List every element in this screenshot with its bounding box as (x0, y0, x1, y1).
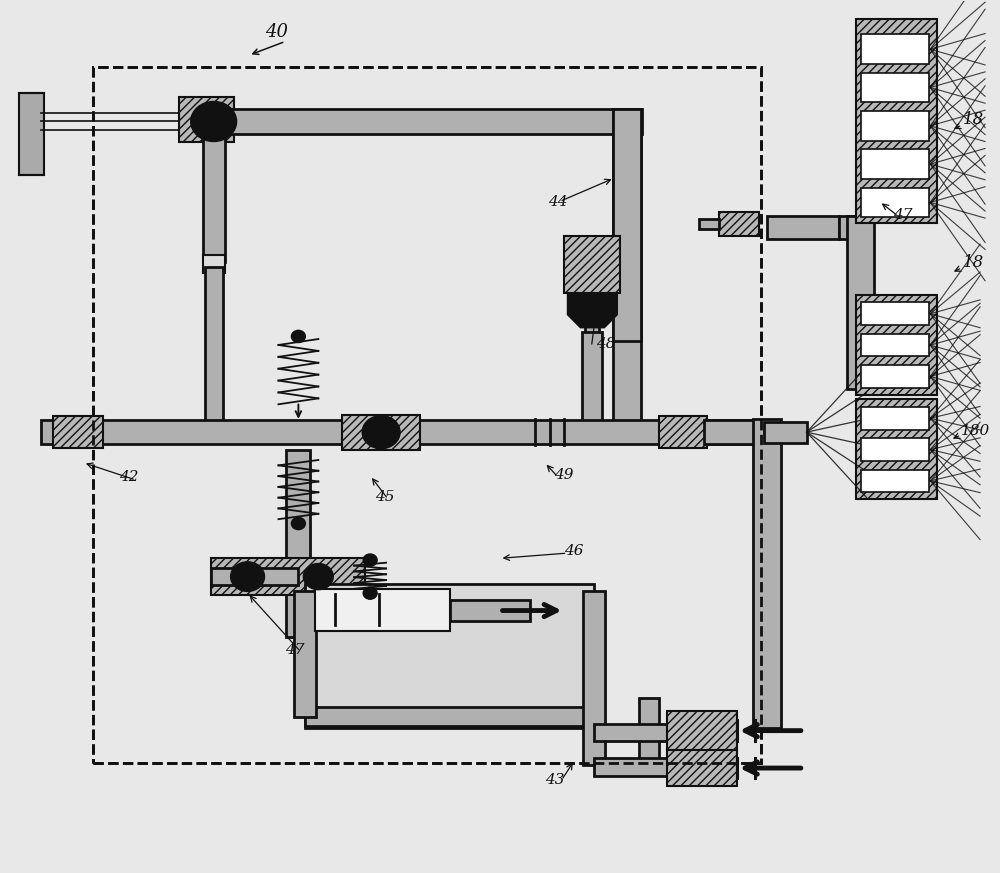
Bar (719, 212, 759, 237)
Circle shape (231, 562, 265, 591)
Bar (286, 450, 310, 563)
Bar (667, 750, 737, 787)
Bar (861, 333, 929, 356)
Bar (41, 420, 764, 444)
Bar (564, 237, 620, 293)
Text: 49: 49 (555, 468, 574, 482)
Bar (286, 559, 310, 636)
Text: 180: 180 (961, 424, 990, 438)
Bar (767, 217, 839, 239)
Bar (753, 419, 781, 728)
Text: 18: 18 (963, 111, 984, 127)
Bar (860, 329, 888, 352)
Bar (856, 19, 937, 223)
Bar (861, 34, 929, 64)
Bar (342, 415, 420, 450)
Circle shape (363, 587, 377, 599)
Bar (205, 267, 223, 432)
Bar (861, 111, 929, 141)
Bar (861, 407, 929, 430)
Bar (93, 66, 761, 763)
Bar (19, 93, 44, 175)
Bar (667, 711, 737, 750)
Text: 40: 40 (266, 23, 289, 40)
Bar (179, 97, 234, 142)
Circle shape (362, 416, 400, 449)
Bar (704, 420, 767, 444)
Bar (203, 136, 225, 263)
Text: 44: 44 (548, 195, 567, 209)
Bar (594, 724, 667, 741)
Text: 48: 48 (596, 337, 616, 351)
Text: 43: 43 (545, 773, 564, 787)
Text: 42: 42 (119, 471, 138, 485)
Bar (659, 416, 707, 448)
Bar (613, 109, 641, 340)
Bar (699, 219, 719, 230)
Bar (861, 470, 929, 492)
Text: 46: 46 (564, 545, 584, 559)
Bar (861, 302, 929, 325)
Bar (294, 591, 316, 717)
Text: 18: 18 (963, 254, 984, 272)
Circle shape (291, 518, 305, 530)
Bar (860, 421, 888, 443)
Bar (203, 256, 225, 273)
Text: 45: 45 (375, 491, 395, 505)
Bar (861, 188, 929, 217)
Bar (861, 149, 929, 179)
Bar (315, 588, 450, 630)
Bar (450, 600, 530, 621)
Bar (229, 109, 642, 134)
Bar (856, 399, 937, 499)
Bar (861, 365, 929, 388)
Text: 47: 47 (893, 208, 913, 222)
Bar (583, 591, 605, 766)
Bar (613, 109, 641, 432)
Circle shape (291, 330, 305, 342)
Bar (639, 698, 659, 766)
Circle shape (191, 101, 237, 141)
Bar (585, 293, 599, 336)
Bar (861, 72, 929, 102)
Bar (594, 759, 667, 776)
Text: 47: 47 (285, 643, 305, 656)
Bar (53, 416, 103, 448)
Bar (847, 217, 874, 388)
Circle shape (363, 554, 377, 567)
Bar (856, 295, 937, 395)
Bar (305, 707, 594, 726)
Bar (305, 584, 594, 728)
Bar (211, 559, 365, 595)
Bar (764, 422, 807, 443)
Bar (582, 332, 602, 432)
Circle shape (303, 564, 333, 589)
Polygon shape (567, 293, 617, 327)
Bar (93, 66, 761, 763)
Bar (211, 568, 298, 585)
Bar (861, 438, 929, 461)
Bar (839, 217, 860, 239)
